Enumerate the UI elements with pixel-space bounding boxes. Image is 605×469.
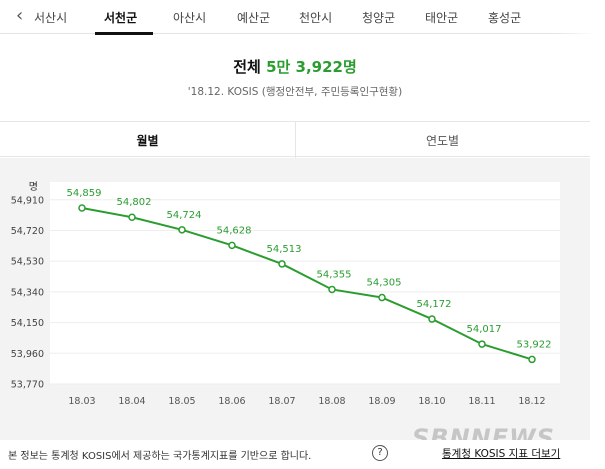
x-tick-label: 18.03 bbox=[68, 396, 95, 407]
y-tick-label: 54,150 bbox=[11, 318, 44, 329]
region-tab-bar: ‹ 서산시 서천군 아산시 예산군 천안시 청양군 태안군 홍성군 bbox=[0, 0, 605, 35]
chart-area: 명 54,910 54,720 54,530 54,340 54,150 53,960 53,… bbox=[0, 158, 590, 440]
population-total: 전체 5만 3,922명 bbox=[0, 56, 590, 77]
x-tick-label: 18.10 bbox=[418, 396, 445, 407]
tab-cheonan[interactable]: 천안시 bbox=[299, 11, 333, 25]
data-label: 53,922 bbox=[517, 339, 552, 350]
tab-scroll-fade bbox=[555, 0, 605, 34]
y-tick-label: 53,770 bbox=[11, 380, 44, 391]
tab-monthly[interactable]: 월별 bbox=[136, 134, 159, 148]
data-label: 54,859 bbox=[67, 188, 102, 199]
help-icon[interactable]: ? bbox=[372, 445, 388, 461]
series-line bbox=[81, 207, 533, 361]
data-point bbox=[478, 340, 486, 348]
data-point bbox=[328, 285, 336, 294]
toggle-divider bbox=[295, 122, 296, 158]
tab-seocheon[interactable]: 서천군 bbox=[104, 11, 138, 25]
x-tick-label: 18.06 bbox=[218, 396, 245, 407]
x-tick-label: 18.08 bbox=[318, 396, 345, 407]
data-point bbox=[278, 260, 286, 268]
chevron-left-icon[interactable]: ‹ bbox=[16, 5, 24, 26]
data-label: 54,628 bbox=[217, 225, 252, 236]
data-point bbox=[428, 315, 436, 323]
data-source: '18.12. KOSIS (행정안전부, 주민등록인구현황) bbox=[187, 86, 403, 98]
tab-seosan[interactable]: 서산시 bbox=[34, 11, 68, 25]
x-tick-label: 18.05 bbox=[168, 396, 195, 407]
y-tick-label: 54,340 bbox=[11, 287, 44, 298]
tab-yearly[interactable]: 연도별 bbox=[425, 134, 460, 148]
data-point bbox=[528, 355, 536, 364]
data-point bbox=[178, 226, 186, 234]
data-point bbox=[78, 204, 86, 212]
total-label: 전체 bbox=[233, 58, 261, 76]
y-tick-label: 54,720 bbox=[11, 226, 44, 237]
data-label: 54,724 bbox=[167, 210, 202, 221]
data-point bbox=[378, 293, 386, 302]
y-tick-label: 54,530 bbox=[11, 257, 44, 268]
data-label: 54,305 bbox=[367, 278, 402, 289]
x-tick-label: 18.09 bbox=[368, 396, 395, 407]
x-tick-label: 18.11 bbox=[468, 396, 495, 407]
total-value: 5만 3,922명 bbox=[266, 58, 357, 76]
kosis-more-link[interactable]: 통계청 KOSIS 지표 더보기 bbox=[442, 448, 561, 460]
data-label: 54,513 bbox=[267, 244, 302, 255]
tab-hongseong[interactable]: 홍성군 bbox=[488, 11, 522, 25]
tab-asan[interactable]: 아산시 bbox=[173, 11, 207, 25]
data-label: 54,355 bbox=[317, 269, 352, 280]
y-tick-label: 54,910 bbox=[11, 195, 44, 206]
data-point bbox=[228, 241, 236, 250]
y-unit-label: 명 bbox=[29, 181, 38, 193]
data-label: 54,802 bbox=[117, 197, 152, 208]
y-tick-label: 53,960 bbox=[11, 349, 44, 360]
population-line-chart: 명 54,910 54,720 54,530 54,340 54,150 53,960 53,… bbox=[11, 181, 560, 407]
tab-taean[interactable]: 태안군 bbox=[425, 11, 459, 25]
active-tab-indicator bbox=[95, 32, 153, 35]
data-point bbox=[128, 213, 136, 221]
x-tick-label: 18.07 bbox=[268, 396, 295, 407]
footer: 본 정보는 통계청 KOSIS에서 제공하는 국가통계지표를 기반으로 합니다.… bbox=[0, 440, 605, 469]
x-tick-label: 18.04 bbox=[118, 396, 145, 407]
tab-cheongyang[interactable]: 청양군 bbox=[362, 11, 396, 25]
tab-yesan[interactable]: 예산군 bbox=[237, 11, 271, 25]
x-tick-label: 18.12 bbox=[518, 396, 545, 407]
data-label: 54,172 bbox=[417, 299, 452, 310]
footer-note: 본 정보는 통계청 KOSIS에서 제공하는 국가통계지표를 기반으로 합니다. bbox=[8, 451, 312, 462]
data-label: 54,017 bbox=[467, 324, 502, 335]
period-toggle: 월별 연도별 bbox=[0, 121, 590, 158]
